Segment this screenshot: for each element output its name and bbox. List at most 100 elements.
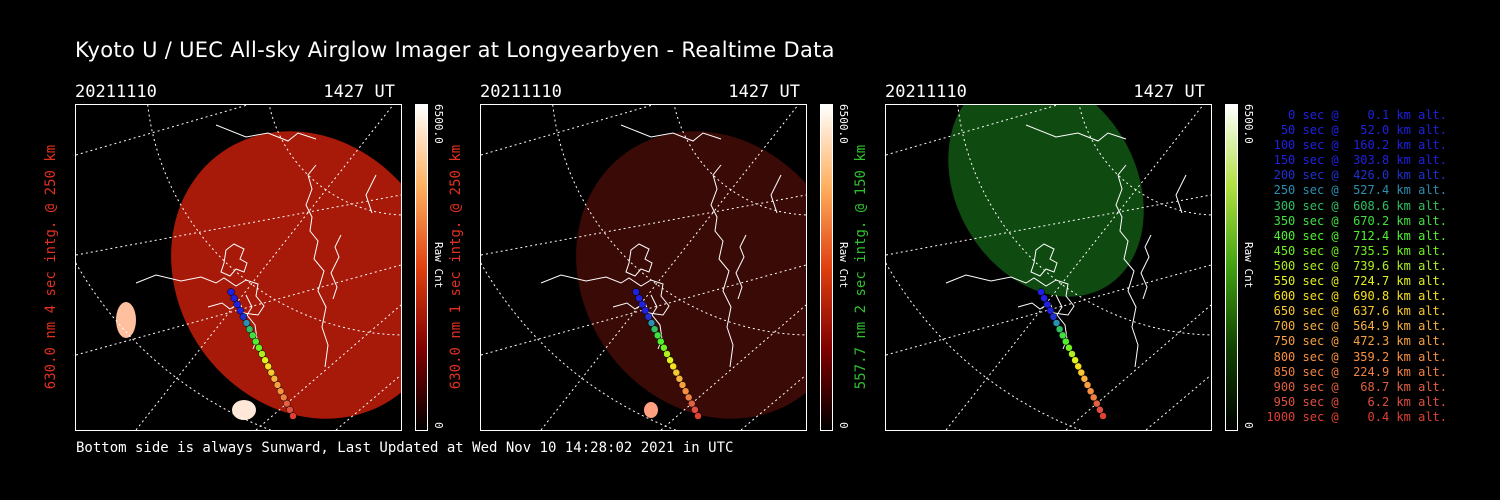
grid-line (481, 194, 806, 256)
allsky-svg (481, 105, 806, 430)
trajectory-point (681, 387, 690, 395)
trajectory-point (1089, 393, 1098, 402)
grid-line (135, 105, 394, 430)
panel-time: 1427 UT (1133, 82, 1205, 102)
trajectory-point (650, 325, 659, 333)
grid-line (1145, 374, 1211, 430)
grid-line (945, 105, 1204, 430)
trajectory-point (1049, 313, 1058, 321)
legend-item: 300 sec @ 608.6 km alt. (1266, 198, 1447, 213)
trajectory-point (657, 337, 665, 346)
trajectory-point (258, 350, 266, 358)
trajectory-point (660, 344, 668, 352)
trajectory-point (1074, 362, 1082, 371)
grid-line (540, 105, 799, 430)
aurora-patch (116, 302, 136, 338)
panel-date: 20211110 (75, 82, 157, 102)
trajectory-point (230, 294, 238, 302)
coastline (945, 124, 1187, 368)
legend-item: 500 sec @ 739.6 km alt. (1266, 258, 1447, 273)
trajectory-point (684, 393, 693, 402)
trajectory-point (653, 331, 662, 340)
trajectory-point (273, 381, 282, 389)
legend-item: 50 sec @ 52.0 km alt. (1266, 123, 1447, 138)
trajectory-point (644, 313, 653, 321)
legend-item: 700 sec @ 564.9 km alt. (1266, 319, 1447, 334)
legend-item: 750 sec @ 472.3 km alt. (1266, 334, 1447, 349)
trajectory-point (694, 412, 702, 420)
allsky-svg (76, 105, 401, 430)
trajectory-point (245, 325, 254, 333)
aurora-patch (232, 400, 256, 420)
trajectory-point (675, 375, 684, 383)
colorbar (415, 104, 428, 431)
panel-630-1sec: 20211110 1427 UT 630.0 nm 1 sec intg. @ … (448, 82, 880, 432)
legend-item: 800 sec @ 359.2 km alt. (1266, 349, 1447, 364)
trajectory-point (663, 350, 671, 358)
legend-item: 0 sec @ 0.1 km alt. (1266, 108, 1447, 122)
grid-line (335, 374, 401, 430)
allsky-image[interactable] (885, 104, 1212, 431)
trajectory-point (1086, 387, 1095, 395)
trajectory-point (641, 306, 650, 315)
trajectory-point (1043, 300, 1051, 309)
trajectory-point (632, 288, 640, 296)
trajectory-point (691, 406, 699, 414)
allsky-image[interactable] (75, 104, 402, 431)
legend-item: 250 sec @ 527.4 km alt. (1266, 183, 1447, 198)
grid-line (1065, 304, 1211, 430)
panel-time: 1427 UT (728, 82, 800, 102)
trajectory-point (1065, 344, 1073, 352)
trajectory-point (1080, 375, 1089, 383)
legend-item: 400 sec @ 712.4 km alt. (1266, 228, 1447, 243)
trajectory-point (1083, 381, 1092, 389)
trajectory-point (638, 300, 646, 309)
legend-item: 350 sec @ 670.2 km alt. (1266, 213, 1447, 228)
trajectory-point (1096, 406, 1104, 414)
trajectory-point (669, 362, 677, 371)
trajectory-point (647, 319, 656, 327)
legend-item: 550 sec @ 724.7 km alt. (1266, 274, 1447, 289)
legend-item: 650 sec @ 637.6 km alt. (1266, 304, 1447, 319)
trajectory-point (1052, 319, 1061, 327)
trajectory-point (1071, 356, 1079, 364)
trajectory-point (270, 375, 279, 383)
trajectory-point (1077, 368, 1086, 377)
trajectory-point (276, 387, 285, 395)
airglow-disk (576, 131, 806, 419)
trajectory-point (678, 381, 687, 389)
coastline (135, 124, 377, 368)
trajectory-point (1055, 325, 1064, 333)
trajectory-point (264, 362, 272, 371)
trajectory-point (248, 331, 257, 340)
trajectory-legend: 0 sec @ 0.1 km alt. 50 sec @ 52.0 km alt… (1262, 108, 1447, 425)
trajectory-point (239, 313, 248, 321)
page-title: Kyoto U / UEC All-sky Airglow Imager at … (75, 38, 835, 62)
legend-item: 850 sec @ 224.9 km alt. (1266, 364, 1447, 379)
legend-item: 1000 sec @ 0.4 km alt. (1266, 409, 1447, 424)
grid-line (255, 304, 401, 430)
panel-time: 1427 UT (323, 82, 395, 102)
trajectory-point (1037, 288, 1045, 296)
airglow-disk (948, 105, 1144, 297)
trajectory-point (227, 288, 235, 296)
grid-line (886, 194, 1211, 256)
legend-item: 950 sec @ 6.2 km alt. (1266, 394, 1447, 409)
colorbar (820, 104, 833, 431)
trajectory-point (1046, 306, 1055, 315)
allsky-image[interactable] (480, 104, 807, 431)
trajectory-point (635, 294, 643, 302)
trajectory-point (267, 368, 276, 377)
panel-label: 630.0 nm 4 sec intg. @ 250 km (43, 144, 59, 389)
panel-630-4sec: 20211110 1427 UT 630.0 nm 4 sec intg. @ … (43, 82, 475, 432)
grid-line (76, 105, 250, 156)
grid-line (481, 264, 806, 356)
legend-item: 600 sec @ 690.8 km alt. (1266, 289, 1447, 304)
trajectory-point (1040, 294, 1048, 302)
trajectory-point (1062, 337, 1070, 346)
trajectory-point (261, 356, 269, 364)
trajectory-point (242, 319, 251, 327)
panel-label: 630.0 nm 1 sec intg. @ 250 km (448, 144, 464, 389)
trajectory-point (1058, 331, 1067, 340)
trajectory-point (233, 300, 241, 309)
